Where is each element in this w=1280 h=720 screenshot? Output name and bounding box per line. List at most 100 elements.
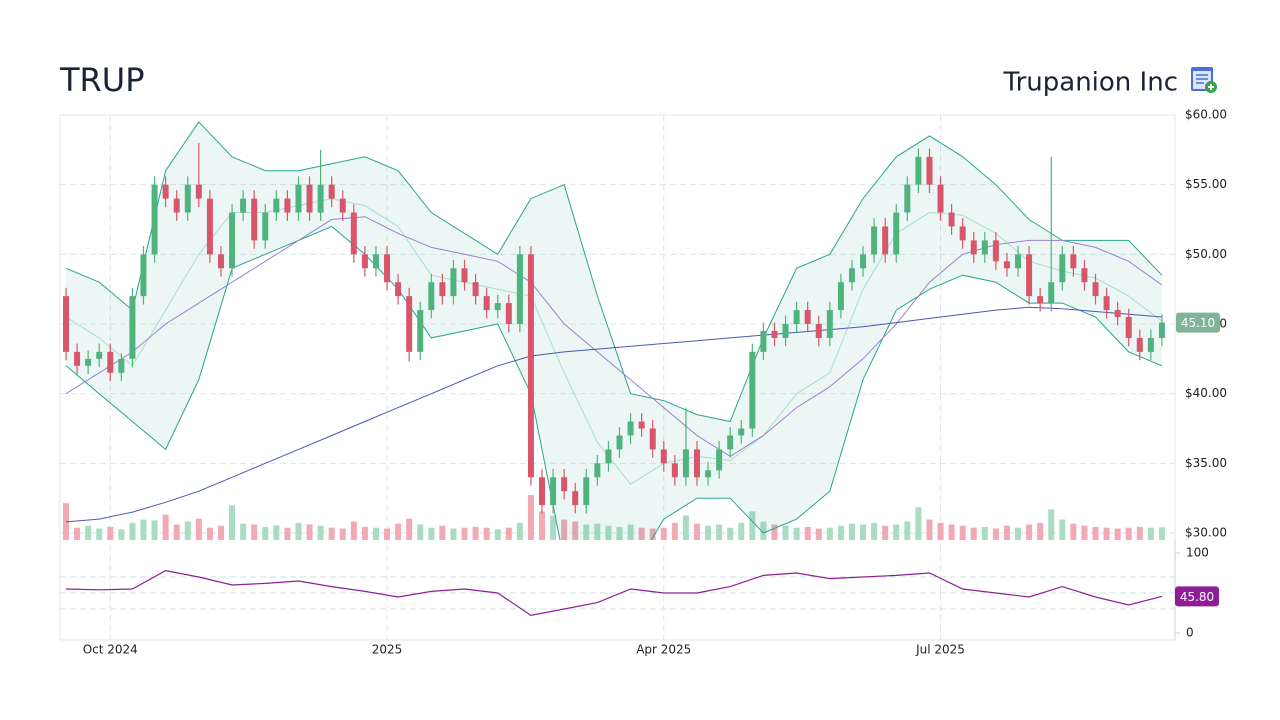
volume-bar: [395, 523, 402, 540]
volume-bar: [959, 525, 966, 540]
volume-bar: [140, 519, 147, 540]
candle-body: [206, 198, 213, 255]
rsi-line: [65, 569, 1163, 617]
volume-bar: [1158, 527, 1165, 540]
candle-body: [1081, 268, 1088, 283]
volume-bar: [1136, 526, 1143, 540]
candle-body: [96, 351, 103, 359]
volume-bar: [206, 527, 213, 540]
candle-body: [162, 184, 169, 199]
volume-bar: [1015, 527, 1022, 540]
volume-bar: [483, 527, 490, 540]
volume-bar: [970, 527, 977, 540]
candle-body: [63, 296, 69, 352]
candle-body: [1147, 337, 1154, 352]
volume-bar: [539, 511, 546, 540]
volume-bar: [981, 526, 988, 540]
candle-body: [716, 449, 723, 471]
moving-average: [65, 198, 1163, 485]
candle-body: [461, 268, 468, 283]
candle-body: [428, 282, 435, 311]
candle-body: [395, 282, 402, 297]
candle-body: [1136, 337, 1143, 352]
candle-body: [1026, 254, 1033, 297]
candle-body: [339, 198, 346, 213]
plot-frame: [59, 114, 1176, 641]
candle-body: [384, 254, 391, 283]
volume-bar: [848, 523, 855, 540]
volume-bar: [1048, 509, 1055, 540]
candle-body: [361, 254, 368, 269]
candle-body: [229, 212, 236, 269]
candle-body: [406, 296, 413, 352]
candle-body: [74, 351, 81, 366]
volume-bar: [561, 519, 568, 540]
candle-body: [107, 351, 114, 373]
candle-body: [85, 358, 92, 366]
volume-bar: [273, 525, 280, 540]
band-lower: [65, 225, 1163, 540]
volume-bar: [550, 515, 557, 540]
volume: [63, 495, 1165, 540]
volume-bar: [738, 522, 745, 540]
volume-bar: [516, 522, 523, 540]
candle-body: [317, 184, 324, 213]
volume-bar: [295, 522, 302, 540]
x-tick-label: Apr 2025: [636, 643, 691, 657]
volume-bar: [682, 515, 689, 540]
volume-bar: [118, 529, 125, 540]
volume-bar: [793, 527, 800, 540]
volume-bar: [85, 525, 92, 540]
candle-body: [439, 282, 446, 297]
volume-bar: [240, 523, 247, 540]
candle-body: [527, 254, 534, 478]
volume-bar: [229, 505, 236, 540]
candle-body: [284, 198, 291, 213]
volume-bar: [804, 526, 811, 540]
volume-bar: [129, 522, 136, 540]
y-tick-label: $50.00: [1185, 247, 1227, 261]
rsi-last-label: 45.80: [1180, 590, 1214, 604]
candle-body: [760, 330, 767, 352]
watchlist-icon[interactable]: [1191, 67, 1217, 93]
candle-body: [992, 240, 999, 262]
volume-bar: [826, 527, 833, 540]
candle-body: [505, 303, 512, 324]
candle-body: [140, 254, 147, 297]
candle-body: [649, 428, 656, 450]
volume-bar: [527, 495, 534, 540]
candle-body: [926, 156, 933, 185]
volume-bar: [1125, 527, 1132, 540]
candle-body: [1037, 296, 1044, 304]
candle-body: [671, 463, 678, 478]
volume-bar: [217, 525, 224, 540]
candle-body: [837, 282, 844, 311]
volume-bar: [339, 528, 346, 540]
volume-bar: [616, 526, 623, 540]
candle-body: [860, 254, 867, 269]
candle-body: [1048, 282, 1055, 304]
volume-bar: [284, 527, 291, 540]
volume-bar: [638, 527, 645, 540]
y-tick-label: $40.00: [1185, 386, 1227, 400]
volume-bar: [184, 521, 191, 540]
volume-bar: [871, 522, 878, 540]
volume-bar: [904, 521, 911, 540]
volume-bar: [1059, 519, 1066, 540]
candle-body: [1092, 282, 1099, 297]
rsi: 0 100 45.80: [60, 546, 1219, 640]
candle-body: [328, 184, 335, 199]
volume-bar: [361, 526, 368, 540]
volume-bar: [1114, 528, 1121, 540]
candle-body: [848, 268, 855, 283]
candle-body: [1125, 317, 1132, 338]
x-tick-label: 2025: [372, 643, 403, 657]
candle-body: [893, 212, 900, 255]
volume-bar: [472, 526, 479, 540]
volume-bar: [1081, 525, 1088, 540]
volume-bar: [948, 524, 955, 540]
volume-bar: [262, 526, 269, 540]
volume-bar: [96, 528, 103, 540]
volume-bar: [926, 519, 933, 540]
